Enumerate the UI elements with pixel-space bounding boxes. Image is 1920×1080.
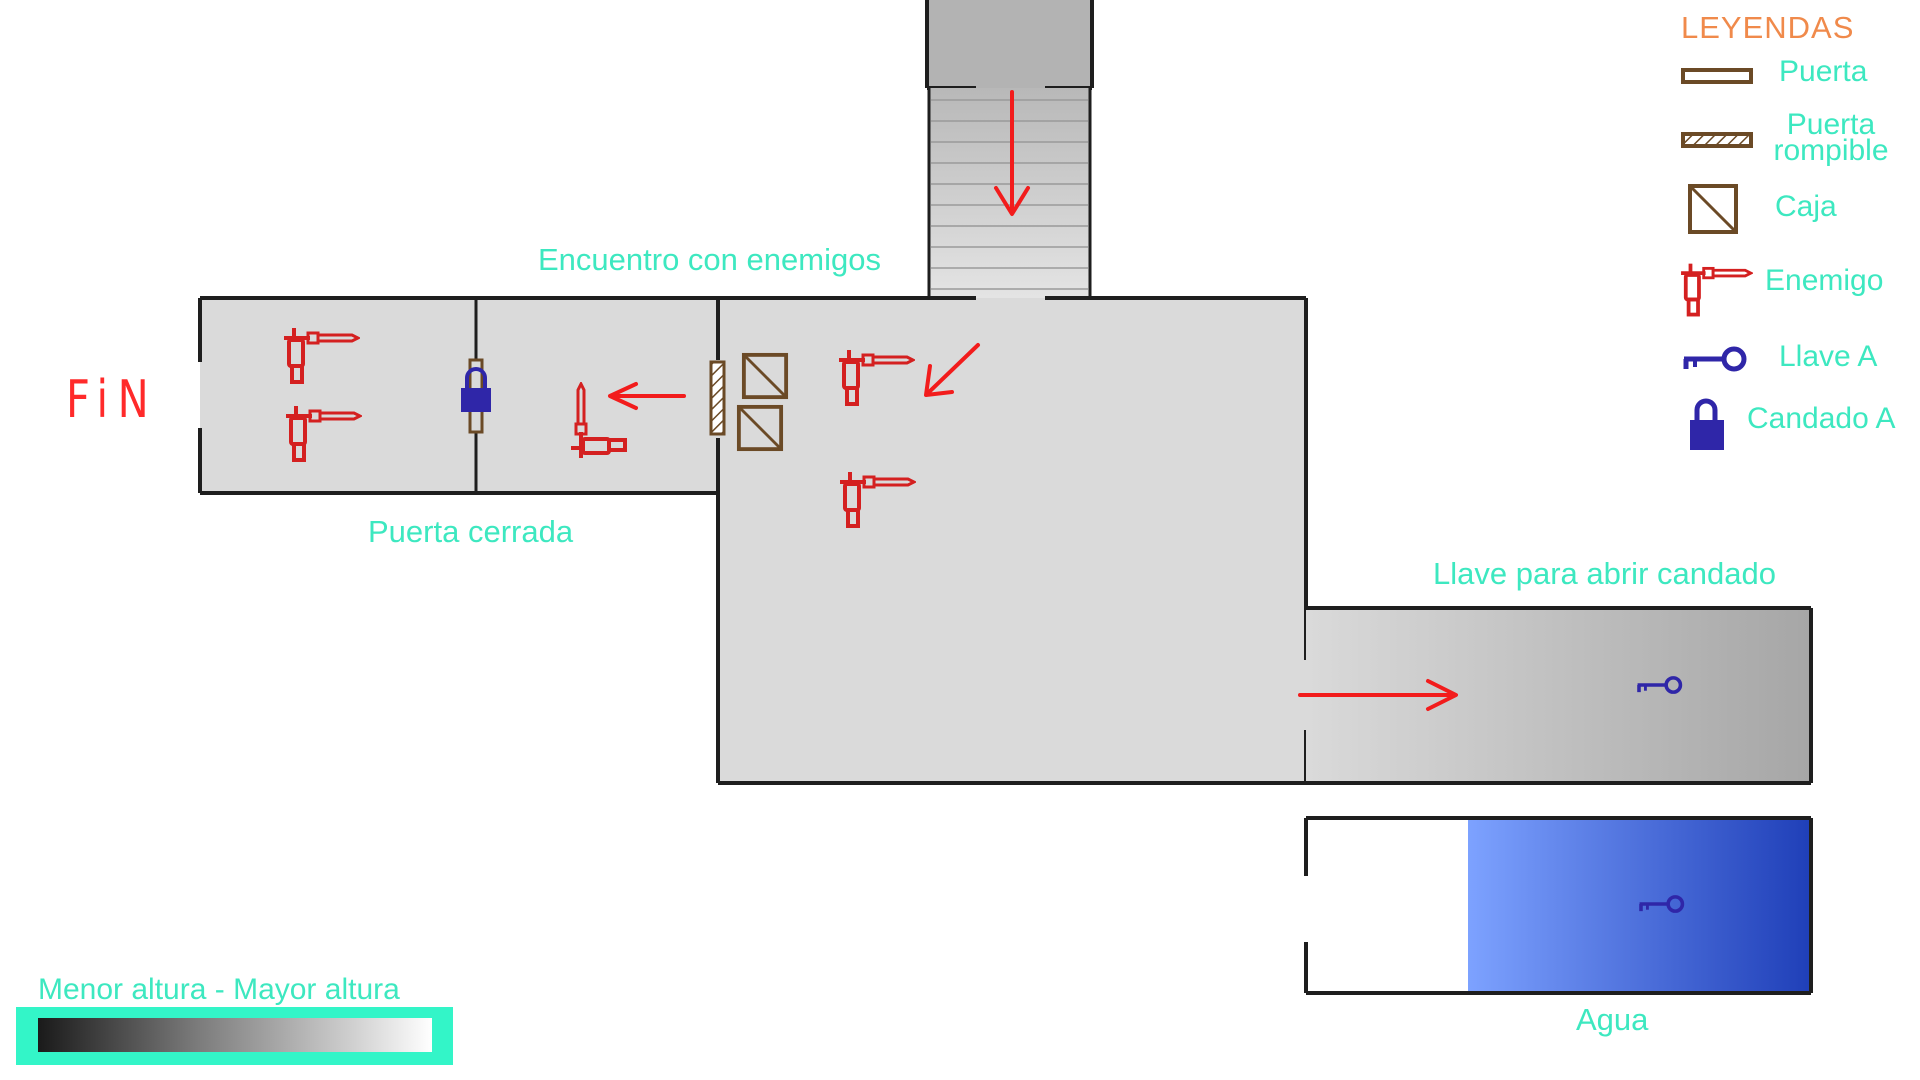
legend-item-breakable-door: Puerta rompible xyxy=(1675,106,1920,176)
door-icon xyxy=(1681,68,1753,84)
box-icon xyxy=(1688,184,1738,234)
height-scale-bar xyxy=(16,1007,453,1065)
legend-label: Caja xyxy=(1775,190,1837,223)
main-hall xyxy=(716,296,1308,785)
legend-label: Llave A xyxy=(1779,340,1878,373)
closed-door-label: Puerta cerrada xyxy=(368,514,574,549)
height-gradient xyxy=(38,1018,432,1052)
key-corridor-label: Llave para abrir candado xyxy=(1433,556,1776,591)
water-room xyxy=(1304,816,1813,995)
height-scale-label: Menor altura - Mayor altura xyxy=(38,973,400,1006)
legend-item-box: Caja xyxy=(1675,176,1920,246)
arrow-down-left xyxy=(924,343,980,397)
legend-item-key: Llave A xyxy=(1675,326,1920,396)
key-icon xyxy=(1675,326,1765,396)
legend-item-door: Puerta xyxy=(1675,40,1920,110)
breakable-door xyxy=(709,360,726,436)
end-corridor xyxy=(198,296,718,495)
top-room xyxy=(925,0,1094,90)
enemy-encounter-label: Encuentro con enemigos xyxy=(538,242,881,277)
padlock-icon xyxy=(461,367,491,412)
arrow-left xyxy=(608,382,686,410)
stairs xyxy=(927,88,1092,298)
enemy-icon xyxy=(1679,261,1753,317)
legend-label: Candado A xyxy=(1747,402,1896,435)
arrow-down xyxy=(994,90,1030,216)
legend-item-enemy: Enemigo xyxy=(1675,250,1920,320)
end-label: FiN xyxy=(66,370,159,430)
legend-label: Enemigo xyxy=(1765,264,1884,297)
legend-title: LEYENDAS xyxy=(1681,10,1855,45)
padlock-icon xyxy=(1690,398,1724,450)
arrow-right xyxy=(1298,679,1458,711)
legend-label: Puerta rompible xyxy=(1773,108,1889,167)
legend-item-padlock: Candado A xyxy=(1675,388,1920,458)
breakable-door-icon xyxy=(1681,132,1753,148)
water-label: Agua xyxy=(1576,1002,1649,1037)
legend-label: Puerta xyxy=(1779,55,1868,88)
